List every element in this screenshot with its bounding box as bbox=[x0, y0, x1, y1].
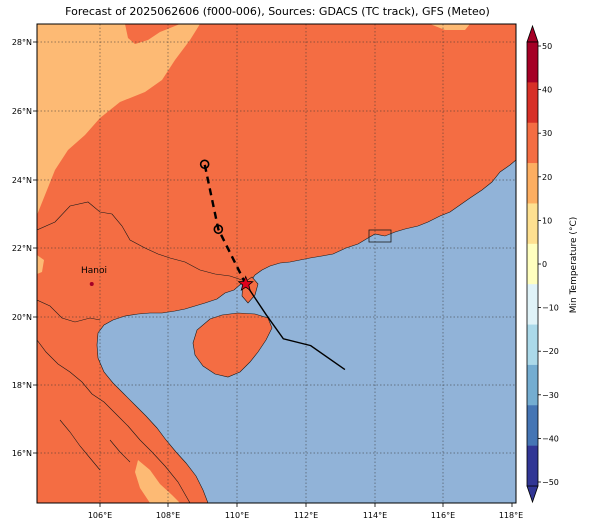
lat-tick-label: 20°N bbox=[12, 313, 32, 322]
lon-tick-label: 106°E bbox=[88, 511, 112, 520]
colorbar-tick-label: 0 bbox=[542, 260, 547, 269]
colorbar: 50 40 30 20 10 0 −10 −20 −30 −40 −50 bbox=[526, 24, 559, 504]
colorbar-tick-label: 50 bbox=[542, 42, 552, 51]
colorbar-tick-label: −20 bbox=[542, 347, 559, 356]
colorbar-tick-label: 40 bbox=[542, 86, 552, 95]
hong-kong-marker bbox=[368, 229, 392, 243]
lon-tick-label: 118°E bbox=[499, 511, 523, 520]
forecast-track-point bbox=[199, 159, 210, 170]
city-label-hanoi: Hanoi bbox=[81, 266, 107, 276]
colorbar-tick-label: 10 bbox=[542, 216, 552, 225]
lon-tick-label: 108°E bbox=[156, 511, 180, 520]
graticule bbox=[37, 24, 516, 503]
map-frame bbox=[36, 23, 517, 504]
colorbar-segment bbox=[527, 122, 538, 164]
lat-tick-label: 16°N bbox=[12, 449, 32, 458]
colorbar-extend-bottom bbox=[526, 485, 539, 504]
colorbar-tick-label: −10 bbox=[542, 304, 559, 313]
lat-tick-label: 18°N bbox=[12, 381, 32, 390]
lat-tick-label: 28°N bbox=[12, 38, 32, 47]
colorbar-segment bbox=[527, 324, 538, 366]
colorbar-tick-label: 30 bbox=[542, 129, 552, 138]
colorbar-segment bbox=[527, 445, 538, 487]
past-track-line bbox=[245, 283, 346, 371]
colorbar-segment bbox=[527, 364, 538, 406]
colorbar-tick-label: −30 bbox=[542, 391, 559, 400]
storm-position-star bbox=[237, 275, 254, 292]
tick-marks bbox=[33, 41, 513, 507]
cool-region-south bbox=[135, 460, 180, 503]
colorbar-segment bbox=[527, 284, 538, 325]
colorbar-segment bbox=[527, 243, 538, 285]
colorbar-extend-top bbox=[526, 24, 539, 43]
colorbar-segment bbox=[527, 405, 538, 446]
forecast-track-point bbox=[213, 224, 224, 235]
forecast-track-line bbox=[203, 164, 247, 285]
lat-tick-label: 24°N bbox=[12, 176, 32, 185]
lon-tick-label: 110°E bbox=[225, 511, 249, 520]
colorbar-segment bbox=[527, 203, 538, 245]
colorbar-segment bbox=[527, 163, 538, 204]
colorbar-label: Min Temperature (°C) bbox=[569, 217, 579, 314]
hanoi-city-dot bbox=[89, 282, 94, 287]
hainan-island bbox=[192, 312, 273, 378]
colorbar-tick-label: 20 bbox=[542, 173, 552, 182]
lat-tick-label: 26°N bbox=[12, 107, 32, 116]
colorbar-segment bbox=[527, 82, 538, 124]
cool-region-northwest bbox=[37, 24, 200, 215]
lon-tick-label: 116°E bbox=[431, 511, 455, 520]
map-title: Forecast of 2025062606 (f000-006), Sourc… bbox=[65, 5, 490, 18]
lat-tick-label: 22°N bbox=[12, 244, 32, 253]
borders bbox=[37, 201, 246, 503]
colorbar-tick-label: −50 bbox=[542, 478, 559, 487]
colorbar-tick-label: −40 bbox=[542, 434, 559, 443]
lon-tick-label: 112°E bbox=[294, 511, 318, 520]
cool-region-west bbox=[37, 255, 44, 274]
cool-region-top bbox=[430, 24, 470, 30]
colorbar-segment bbox=[527, 42, 538, 83]
lon-tick-label: 114°E bbox=[363, 511, 387, 520]
